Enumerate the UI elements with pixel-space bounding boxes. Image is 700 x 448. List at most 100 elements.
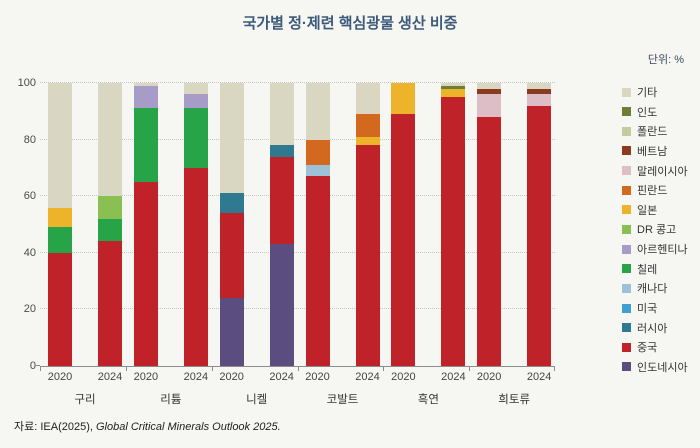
segment-russia [269, 145, 294, 157]
y-tick-label-20: 20 [23, 303, 36, 316]
segment-china [98, 241, 122, 366]
segment-china [219, 213, 244, 299]
segment-indonesia [269, 244, 294, 366]
legend-label-usa: 미국 [637, 303, 658, 316]
segment-china [305, 176, 330, 366]
segment-china [391, 114, 416, 366]
segment-china [441, 97, 466, 366]
legend-label-finland: 핀란드 [637, 185, 668, 198]
x-axis-group-labels: 구리 리튬 니켈 코발트 흑연 희토류 [40, 391, 555, 407]
bar-니켈-2024 [269, 83, 294, 366]
legend-item-argentina: 아르헨티나 [622, 241, 698, 257]
y-tick-label-40: 40 [23, 246, 36, 259]
gridline-80 [40, 138, 555, 140]
segment-dr_congo [98, 196, 122, 219]
legend-item-dr_congo: DR 콩고 [622, 221, 698, 237]
group-label-리튬: 리튬 [160, 394, 182, 406]
segment-india [441, 85, 466, 89]
x-axis-tick [40, 366, 41, 371]
gridline-20 [40, 308, 555, 310]
segment-other [269, 83, 294, 146]
bar-희토류-2020 [477, 83, 502, 366]
unit-label: 단위: % [647, 54, 684, 66]
bar-희토류-2024 [527, 83, 552, 366]
year-label-구리-2020: 2020 [47, 371, 73, 383]
year-label-흑연-2024: 2024 [441, 371, 466, 383]
year-label-흑연-2020: 2020 [391, 371, 416, 383]
year-label-니켈-2020: 2020 [219, 371, 244, 383]
segment-other [219, 83, 244, 194]
segment-malaysia [527, 94, 552, 106]
segment-other [477, 83, 502, 89]
legend-label-poland: 폴란드 [637, 126, 668, 139]
segment-china [355, 145, 380, 366]
group-label-희토류: 희토류 [498, 394, 531, 406]
legend-item-other: 기타 [622, 84, 698, 100]
segment-canada [305, 165, 330, 177]
legend-swatch-china [622, 342, 631, 352]
legend-swatch-russia [622, 323, 631, 333]
legend-label-indonesia: 인도네시아 [637, 361, 688, 374]
bar-구리-2024 [98, 83, 122, 366]
y-tick-label-80: 80 [23, 133, 36, 146]
segment-japan [355, 136, 380, 146]
legend-label-other: 기타 [637, 87, 658, 99]
segment-russia [219, 193, 244, 214]
legend-label-india: 인도 [637, 106, 658, 119]
legend-swatch-chile [622, 264, 631, 274]
segment-chile [183, 108, 208, 168]
y-axis-zero-tick [35, 365, 40, 366]
legend-label-chile: 칠레 [637, 263, 658, 276]
legend-swatch-dr_congo [622, 224, 631, 234]
year-label-리튬-2024: 2024 [183, 371, 209, 383]
segment-indonesia [219, 298, 244, 366]
segment-other [183, 83, 208, 95]
group-label-구리: 구리 [74, 394, 96, 406]
segment-chile [133, 108, 158, 183]
year-label-희토류-2020: 2020 [476, 371, 502, 383]
segment-other [527, 83, 552, 89]
x-axis-line [40, 366, 555, 367]
source-prefix: 자료: IEA(2025), [14, 421, 96, 433]
segment-finland [355, 114, 380, 137]
legend-swatch-usa [622, 303, 631, 313]
legend-item-usa: 미국 [622, 300, 698, 316]
legend-item-chile: 칠레 [622, 261, 698, 277]
legend-swatch-poland [622, 126, 631, 136]
x-axis-tick [554, 366, 555, 371]
segment-vietnam [477, 88, 502, 95]
legend-swatch-india [622, 107, 631, 117]
segment-argentina [183, 94, 208, 109]
gridline-60 [40, 195, 555, 197]
x-axis-tick [298, 366, 299, 371]
legend-swatch-japan [622, 205, 631, 215]
segment-china [269, 156, 294, 245]
segment-chile [98, 218, 122, 242]
segment-argentina [133, 85, 158, 109]
segment-china [133, 182, 158, 366]
x-axis-tick [212, 366, 213, 371]
segment-malaysia [477, 94, 502, 117]
bar-니켈-2020 [219, 83, 244, 366]
legend-item-russia: 러시아 [622, 320, 698, 336]
x-axis-tick [383, 366, 384, 371]
legend-item-malaysia: 말레이시아 [622, 163, 698, 179]
legend-label-japan: 일본 [637, 204, 658, 217]
bar-리튬-2020 [133, 83, 158, 366]
legend-item-poland: 폴란드 [622, 123, 698, 139]
y-tick-label-0: 0 [29, 360, 36, 372]
bar-구리-2020 [48, 83, 72, 366]
legend-swatch-canada [622, 283, 631, 293]
segment-japan [48, 207, 72, 228]
legend-label-vietnam: 베트남 [637, 145, 668, 158]
legend-item-finland: 핀란드 [622, 182, 698, 198]
legend-item-india: 인도 [622, 104, 698, 120]
legend-swatch-indonesia [622, 362, 631, 372]
x-axis-tick [126, 366, 127, 371]
legend-item-japan: 일본 [622, 202, 698, 218]
page-title: 국가별 정·제련 핵심광물 생산 비중 [242, 15, 458, 32]
year-label-리튬-2020: 2020 [133, 371, 159, 383]
source-note: 자료: IEA(2025), Global Critical Minerals … [14, 418, 281, 434]
legend-swatch-finland [622, 185, 631, 195]
legend-item-canada: 캐나다 [622, 280, 698, 296]
